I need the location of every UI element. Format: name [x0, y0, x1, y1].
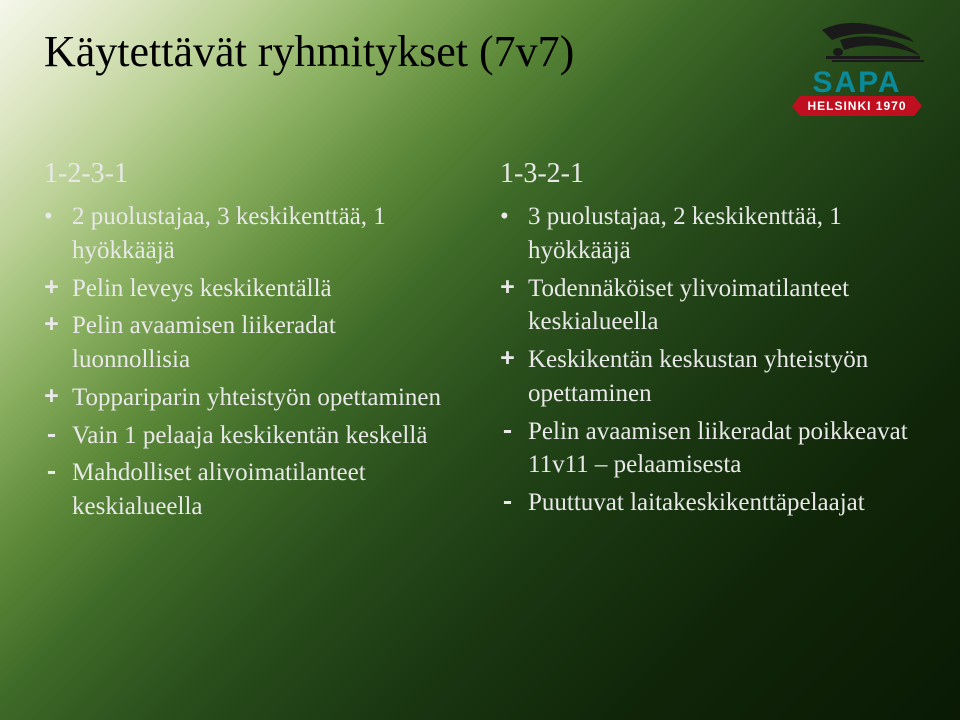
bullet-text: Todennäköiset ylivoimatilanteet keskialu… [528, 275, 849, 336]
right-column: 1-3-2-1 •3 puolustajaa, 2 keskikenttää, … [500, 158, 916, 528]
right-heading: 1-3-2-1 [500, 158, 916, 190]
bullet-mark: + [44, 272, 66, 306]
bullet-mark: - [500, 415, 522, 449]
bullet-text: 2 puolustajaa, 3 keskikenttää, 1 hyökkää… [72, 203, 386, 264]
bullet-item: •2 puolustajaa, 3 keskikenttää, 1 hyökkä… [44, 200, 460, 268]
bullet-item: -Vain 1 pelaaja keskikentän keskellä [44, 419, 460, 453]
bullet-text: Pelin leveys keskikentällä [72, 275, 332, 302]
athlete-graphic [822, 23, 924, 62]
bullet-mark: + [44, 381, 66, 415]
tagline-banner: HELSINKI 1970 [792, 96, 922, 116]
bullet-text: Vain 1 pelaaja keskikentän keskellä [72, 422, 427, 449]
bullet-mark: • [500, 200, 522, 234]
bullet-text: Mahdolliset alivoimatilanteet keskialuee… [72, 459, 366, 520]
bullet-mark: - [500, 486, 522, 520]
bullet-text: Keskikentän keskustan yhteistyön opettam… [528, 346, 868, 407]
bullet-item: +Pelin avaamisen liikeradat luonnollisia [44, 309, 460, 377]
bullet-mark: • [44, 200, 66, 234]
bullet-item: -Pelin avaamisen liikeradat poikkeavat 1… [500, 415, 916, 483]
bullet-text: 3 puolustajaa, 2 keskikenttää, 1 hyökkää… [528, 203, 842, 264]
bullet-item: -Mahdolliset alivoimatilanteet keskialue… [44, 456, 460, 524]
bullet-text: Pelin avaamisen liikeradat poikkeavat 11… [528, 418, 908, 479]
bullet-item: +Keskikentän keskustan yhteistyön opetta… [500, 343, 916, 411]
tagline-text: HELSINKI 1970 [807, 99, 906, 113]
left-heading: 1-2-3-1 [44, 158, 460, 190]
bullet-mark: + [44, 309, 66, 343]
bullet-item: +Todennäköiset ylivoimatilanteet keskial… [500, 272, 916, 340]
right-bullets: •3 puolustajaa, 2 keskikenttää, 1 hyökkä… [500, 200, 916, 520]
slide: SAPA HELSINKI 1970 Käytettävät ryhmityks… [0, 0, 960, 720]
brand-text: SAPA [812, 66, 901, 99]
slide-title: Käytettävät ryhmitykset (7v7) [44, 28, 574, 76]
bullet-mark: - [44, 456, 66, 490]
bullet-text: Pelin avaamisen liikeradat luonnollisia [72, 312, 336, 373]
bullet-text: Puuttuvat laitakeskikenttäpelaajat [528, 489, 865, 516]
left-column: 1-2-3-1 •2 puolustajaa, 3 keskikenttää, … [44, 158, 460, 528]
bullet-mark: - [44, 419, 66, 453]
bullet-mark: + [500, 343, 522, 377]
bullet-mark: + [500, 272, 522, 306]
brand-logo: SAPA HELSINKI 1970 [782, 12, 932, 122]
content-columns: 1-2-3-1 •2 puolustajaa, 3 keskikenttää, … [44, 158, 916, 528]
bullet-item: +Toppariparin yhteistyön opettaminen [44, 381, 460, 415]
left-bullets: •2 puolustajaa, 3 keskikenttää, 1 hyökkä… [44, 200, 460, 524]
bullet-item: -Puuttuvat laitakeskikenttäpelaajat [500, 486, 916, 520]
bullet-text: Toppariparin yhteistyön opettaminen [72, 384, 441, 411]
bullet-item: •3 puolustajaa, 2 keskikenttää, 1 hyökkä… [500, 200, 916, 268]
bullet-item: +Pelin leveys keskikentällä [44, 272, 460, 306]
